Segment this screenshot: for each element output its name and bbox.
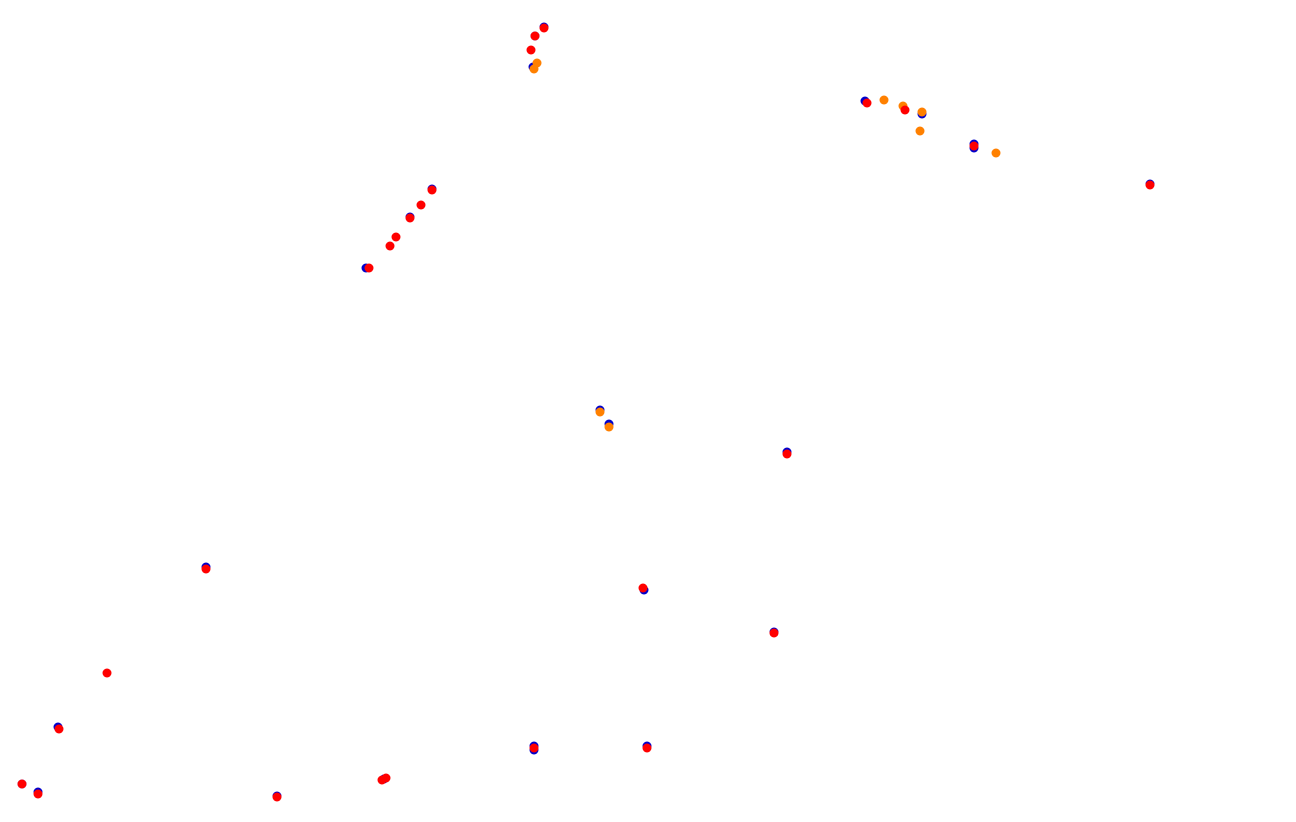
data-point <box>532 58 542 68</box>
data-point <box>54 724 64 734</box>
series-0 <box>17 22 1155 801</box>
data-point <box>879 95 889 105</box>
data-point <box>427 185 437 195</box>
data-point <box>272 792 282 802</box>
data-point <box>33 789 43 799</box>
series-1 <box>529 58 1001 432</box>
data-point <box>530 31 540 41</box>
data-point <box>539 23 549 33</box>
data-point <box>17 779 27 789</box>
series-2 <box>17 23 1155 802</box>
data-point <box>915 126 925 136</box>
data-point <box>900 105 910 115</box>
data-point <box>917 107 927 117</box>
data-point <box>991 148 1001 158</box>
data-point <box>604 422 614 432</box>
data-point <box>642 743 652 753</box>
data-point <box>391 232 401 242</box>
data-point <box>638 583 648 593</box>
data-point <box>102 668 112 678</box>
data-point <box>416 200 426 210</box>
data-point <box>862 98 872 108</box>
data-point <box>529 743 539 753</box>
data-point <box>782 449 792 459</box>
data-point <box>385 241 395 251</box>
data-point <box>201 564 211 574</box>
data-point <box>526 45 536 55</box>
data-point <box>969 141 979 151</box>
data-point <box>769 628 779 638</box>
data-point <box>1145 180 1155 190</box>
data-point <box>595 407 605 417</box>
data-point <box>364 263 374 273</box>
data-point <box>381 773 391 783</box>
data-point <box>405 213 415 223</box>
